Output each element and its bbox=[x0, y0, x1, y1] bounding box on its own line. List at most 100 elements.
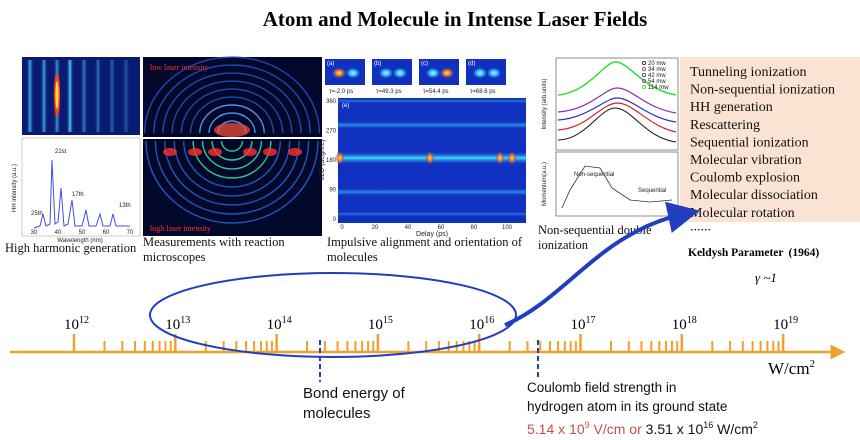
snapshot-time: τ=68.6 ps bbox=[470, 89, 496, 95]
ring bbox=[145, 140, 319, 224]
x-axis-label: Delay (ps) bbox=[416, 231, 448, 238]
x-tick-label: 0 bbox=[340, 225, 344, 231]
value-text: W/cm bbox=[713, 421, 753, 437]
scale-label: 1015 bbox=[368, 315, 393, 333]
revival-spot bbox=[425, 151, 435, 165]
caption: ionization bbox=[538, 238, 589, 252]
ring bbox=[162, 72, 302, 134]
phenomenon: Tunneling ionization bbox=[690, 65, 807, 80]
ring bbox=[201, 140, 263, 170]
curve bbox=[557, 97, 677, 123]
scale-label: 1014 bbox=[267, 315, 292, 333]
snapshot-time: τ=54.4 ps bbox=[423, 89, 449, 95]
y-axis-label: θ2D (degree) bbox=[319, 139, 326, 180]
snapshot-blob bbox=[378, 67, 394, 79]
snapshot-blob bbox=[345, 67, 361, 79]
phenomenon: Molecular rotation bbox=[690, 206, 795, 221]
snapshot-blob bbox=[425, 67, 441, 79]
legend-marker bbox=[642, 85, 647, 90]
ring bbox=[173, 140, 291, 197]
x-tick-label: 40 bbox=[55, 230, 62, 236]
harmonic-streak bbox=[122, 60, 130, 132]
microscope-panel: low laser intensity high laser intensity… bbox=[143, 56, 322, 264]
phenomenon-more: ...... bbox=[690, 219, 711, 234]
scale-exp: 18 bbox=[687, 315, 697, 326]
scale-exp: 19 bbox=[788, 315, 798, 326]
scale-label: 1012 bbox=[64, 315, 89, 333]
arrow bbox=[504, 201, 700, 327]
snapshot-time: τ=-2.0 ps bbox=[329, 89, 353, 95]
phenomenon: Sequential ionization bbox=[690, 135, 809, 150]
scale-exp: 15 bbox=[383, 315, 393, 326]
highlight-ellipse bbox=[149, 272, 517, 358]
curve bbox=[557, 61, 677, 96]
y-axis-label: Momentum(a.u.) bbox=[542, 162, 548, 206]
scale-label: 1019 bbox=[773, 315, 798, 333]
bond-energy-label: molecules bbox=[303, 405, 371, 422]
hotspot bbox=[188, 148, 202, 156]
curve bbox=[557, 102, 677, 133]
harmonic-streak bbox=[26, 60, 34, 132]
legend-marker bbox=[642, 73, 647, 78]
x-tick-label: 100 bbox=[502, 225, 513, 231]
coulomb-label: Coulomb field strength in bbox=[527, 380, 676, 395]
x-tick-label: 40 bbox=[405, 225, 412, 231]
value-text: 5.14 x 10 bbox=[527, 421, 585, 437]
value-exp: 2 bbox=[753, 420, 758, 430]
phenomenon: Rescattering bbox=[690, 118, 760, 133]
x-tick-label: 50 bbox=[79, 230, 86, 236]
y-tick-label: 90 bbox=[329, 188, 336, 194]
unit-text: W/cm bbox=[768, 359, 810, 378]
scale-label: 1017 bbox=[571, 315, 596, 333]
phenomenon: Non-sequential ionization bbox=[690, 83, 835, 98]
revival-spot bbox=[507, 151, 517, 165]
scale-base: 10 bbox=[64, 317, 79, 333]
scale-label: 1013 bbox=[165, 315, 190, 333]
value-text: V/cm bbox=[590, 421, 626, 437]
scale-exp: 16 bbox=[484, 315, 494, 326]
caption: molecules bbox=[327, 250, 378, 264]
image-label: low laser intensity bbox=[150, 63, 209, 72]
caption: Measurements with reaction bbox=[143, 235, 285, 249]
hotspot bbox=[208, 148, 222, 156]
x-tick-label: 20 bbox=[372, 225, 379, 231]
peak-label: 17th bbox=[72, 192, 84, 198]
scale-exp: 17 bbox=[586, 315, 596, 326]
peak-label: 13th bbox=[119, 203, 131, 209]
legend-label: 20 mw bbox=[648, 61, 666, 67]
phenomena-box bbox=[680, 57, 860, 222]
unit-exp: 2 bbox=[810, 358, 816, 370]
snapshot-blob bbox=[392, 67, 408, 79]
coulomb-values: 5.14 x 109 V/cm or 3.51 x 1016 W/cm2 bbox=[527, 420, 758, 437]
x-tick-label: 80 bbox=[471, 225, 478, 231]
bond-energy-label: Bond energy of bbox=[303, 385, 406, 402]
ring bbox=[164, 140, 300, 206]
coulomb-label: hydrogen atom in its ground state bbox=[527, 399, 727, 414]
phenomenon: Molecular dissociation bbox=[690, 188, 818, 203]
harmonic-streak bbox=[94, 60, 102, 132]
value-text: 3.51 x 10 bbox=[646, 421, 704, 437]
caption: microscopes bbox=[143, 250, 206, 264]
band bbox=[338, 187, 526, 197]
harmonic-streak bbox=[40, 60, 48, 132]
scale-label: 1016 bbox=[469, 315, 494, 333]
y-tick-label: 180 bbox=[326, 158, 337, 164]
keldysh-name: Keldysh Parameter bbox=[688, 247, 784, 259]
value-text: or bbox=[625, 421, 645, 437]
legend-marker bbox=[642, 61, 647, 66]
hhg-panel: 25th 21st 17th 13th Wavelength (nm) HH i… bbox=[5, 57, 141, 255]
scale-base: 10 bbox=[672, 317, 687, 333]
phenomenon: Molecular vibration bbox=[690, 153, 802, 168]
hhg-spectrum-line bbox=[33, 159, 130, 229]
ring bbox=[220, 140, 244, 152]
ring bbox=[143, 56, 321, 134]
phenomenon: HH generation bbox=[690, 100, 773, 115]
legend-marker bbox=[642, 79, 647, 84]
value-exp: 16 bbox=[703, 420, 713, 430]
legend-label: 42 mw bbox=[648, 73, 666, 79]
x-tick-label: 30 bbox=[31, 230, 38, 236]
hotspot bbox=[163, 148, 177, 156]
peak-label: 21st bbox=[55, 149, 67, 155]
